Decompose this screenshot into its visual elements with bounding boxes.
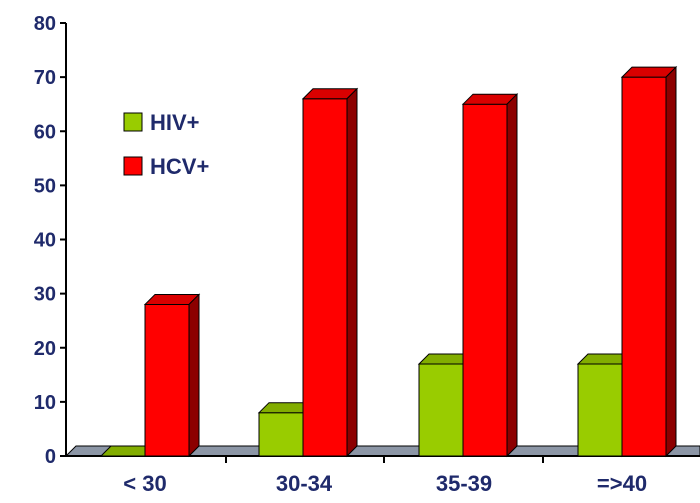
bar-hcv-0 [143,293,201,458]
y-tick-label: 50 [34,175,56,197]
bar-hcv-1 [301,87,359,458]
bar-front [302,98,348,457]
bar-hcv-2 [461,92,519,458]
bar-front [418,363,464,457]
bar-front [258,412,304,457]
y-tick-label: 10 [34,392,56,414]
y-tick-label: 20 [34,338,56,360]
legend-label: HIV+ [150,110,200,135]
y-tick-label: 80 [34,13,56,35]
bar-front [621,76,667,457]
legend: HIV+ HCV+ [123,110,209,179]
x-tick-label: 35-39 [436,471,492,496]
bar-front [577,363,623,457]
y-tick-label: 40 [34,230,56,252]
bar-side [188,293,200,458]
legend-swatch [123,156,143,176]
bars [99,65,678,458]
legend-label: HCV+ [150,154,209,179]
bar-hcv-3 [620,65,678,458]
bar-side [346,87,358,458]
bar-hiv-3 [576,352,634,458]
y-tick-label: 0 [45,446,56,468]
x-tick-label: =>40 [597,471,647,496]
x-axis-labels: < 30 30-34 35-39 =>40 [123,471,647,496]
bar-side [665,65,677,458]
y-tick-label: 70 [34,67,56,89]
x-tick-label: 30-34 [276,471,333,496]
bar-side [506,92,518,458]
y-tick-label: 60 [34,121,56,143]
legend-swatch [123,112,143,132]
bar-front [462,103,508,457]
x-tick-label: < 30 [123,471,166,496]
bar-front [144,303,190,457]
y-tick-label: 30 [34,284,56,306]
